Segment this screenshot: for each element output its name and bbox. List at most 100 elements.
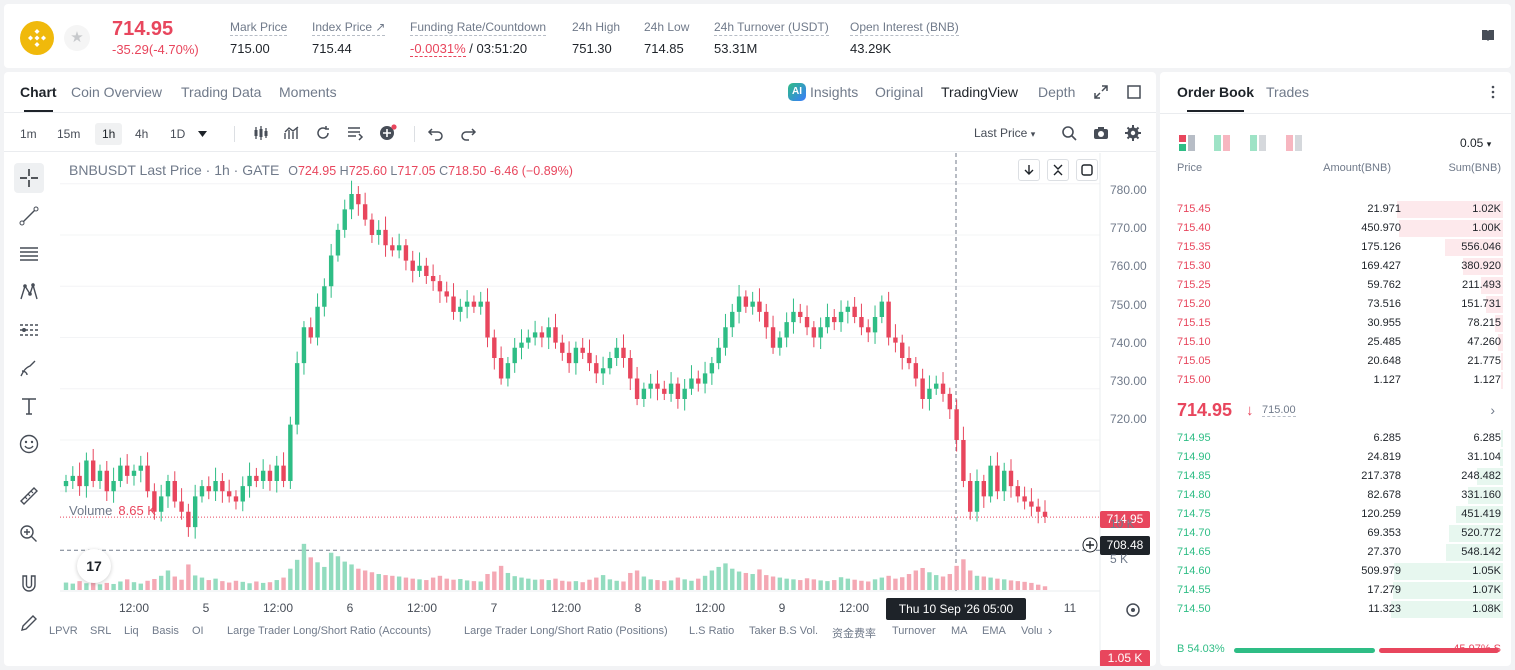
tab-trades[interactable]: Trades [1266,84,1310,100]
redo-icon[interactable] [459,124,477,142]
tab-moments[interactable]: Moments [279,84,337,100]
undo-icon[interactable] [427,124,445,142]
precision-select[interactable]: 0.05 ▾ [1460,136,1491,150]
candlestick-chart[interactable] [60,153,1156,666]
indicator-ls-accounts[interactable]: Large Trader Long/Short Ratio (Accounts) [227,625,432,637]
indicators-icon[interactable] [283,124,301,142]
camera-icon[interactable] [1092,124,1110,142]
stat-open-interest[interactable]: Open Interest (BNB) 43.29K [850,18,959,56]
caret-down-icon[interactable] [198,131,207,137]
bid-row[interactable]: 714.50 11.323 1.08K [1160,600,1511,619]
indicator-taker-vol[interactable]: Taker B.S Vol. [749,625,819,637]
emoji-tool[interactable] [14,429,44,459]
indicator-oi[interactable]: OI [192,625,204,637]
timeframe-4h[interactable]: 4h [135,127,149,141]
expand-icon[interactable] [1094,85,1108,99]
stat-mark-price[interactable]: Mark Price 715.00 [230,18,288,56]
text-tool[interactable] [14,391,44,421]
ask-row[interactable]: 715.25 59.762 211.493 [1160,276,1511,295]
fib-tool[interactable] [14,239,44,269]
price-source-select[interactable]: Last Price ▾ [974,126,1035,140]
chart-area[interactable]: BNBUSDT Last Price · 1h · GATE O724.95 H… [60,153,1156,666]
ask-row[interactable]: 715.05 20.648 21.775 [1160,352,1511,371]
prediction-tool[interactable] [14,315,44,345]
draw-mode-tool[interactable] [14,608,44,638]
add-order-icon[interactable] [1082,537,1098,553]
timeframe-1h[interactable]: 1h [95,123,123,145]
tradingview-logo[interactable]: 17 [77,549,111,583]
view-depth[interactable]: Depth [1038,84,1076,100]
collapse-button[interactable] [1047,159,1069,181]
pattern-tool[interactable] [14,277,44,307]
ask-row[interactable]: 715.30 169.427 380.920 [1160,257,1511,276]
mid-mark-price[interactable]: 715.00 [1262,404,1296,417]
bid-row[interactable]: 714.70 69.353 520.772 [1160,524,1511,543]
more-vertical-icon[interactable] [1486,85,1500,99]
bid-row[interactable]: 714.95 6.285 6.285 [1160,429,1511,448]
timeframe-1m[interactable]: 1m [20,127,37,141]
view-asks-icon[interactable] [1286,135,1302,151]
ruler-tool[interactable] [14,481,44,511]
stat-index-price[interactable]: Index Price ↗ 715.44 [312,18,386,56]
view-tradingview[interactable]: TradingView [941,84,1019,100]
add-alert-icon[interactable] [379,124,397,142]
indicator-ma[interactable]: MA [951,625,968,637]
bid-row[interactable]: 714.65 27.370 548.142 [1160,543,1511,562]
view-original[interactable]: Original [875,84,924,100]
zoom-tool[interactable] [14,519,44,549]
replay-icon[interactable] [314,124,332,142]
indicator-volume[interactable]: Volu [1021,625,1043,637]
timeframe-1d[interactable]: 1D [170,127,186,141]
ask-row[interactable]: 715.15 30.955 78.215 [1160,314,1511,333]
stat-funding-rate[interactable]: Funding Rate/Countdown -0.0031% / 03:51:… [410,18,547,57]
candles-icon[interactable] [252,124,270,142]
magnet-tool[interactable] [14,569,44,599]
guide-book-icon[interactable] [1481,28,1495,42]
crosshair-tool[interactable] [14,163,44,193]
indicator-ls-ratio[interactable]: L.S Ratio [689,625,735,637]
tab-order-book[interactable]: Order Book [1177,84,1255,112]
brush-tool[interactable] [14,353,44,383]
bid-row[interactable]: 714.75 120.259 451.419 [1160,505,1511,524]
volume-bar [288,568,293,590]
ask-row[interactable]: 715.20 73.516 151.731 [1160,295,1511,314]
view-split-icon[interactable] [1214,135,1230,151]
bid-row[interactable]: 714.60 509.979 1.05K [1160,562,1511,581]
chevron-right-icon[interactable]: › [1048,623,1053,638]
tab-coin-overview[interactable]: Coin Overview [71,84,163,100]
indicator-ema[interactable]: EMA [982,625,1006,637]
scroll-down-button[interactable] [1018,159,1040,181]
indicator-ls-positions[interactable]: Large Trader Long/Short Ratio (Positions… [464,625,668,637]
indicator-turnover[interactable]: Turnover [892,625,936,637]
stat-24h-turnover[interactable]: 24h Turnover (USDT) 53.31M [714,18,829,56]
indicator-srl[interactable]: SRL [90,625,112,637]
settings-gear-icon[interactable] [1124,124,1142,142]
ask-row[interactable]: 715.00 1.127 1.127 [1160,371,1511,390]
indicator-lpvr[interactable]: LPVR [49,625,78,637]
favorite-star-icon[interactable]: ★ [64,25,90,51]
templates-icon[interactable] [346,124,364,142]
indicator-basis[interactable]: Basis [152,625,179,637]
view-insights[interactable]: Insights [810,84,859,100]
search-icon[interactable] [1060,124,1078,142]
ask-row[interactable]: 715.45 21.971 1.02K [1160,200,1511,219]
ask-row[interactable]: 715.35 175.126 556.046 [1160,238,1511,257]
ask-row[interactable]: 715.10 25.485 47.260 [1160,333,1511,352]
view-bids-icon[interactable] [1250,135,1266,151]
indicator-liq[interactable]: Liq [124,625,139,637]
bid-row[interactable]: 714.85 217.378 248.482 [1160,467,1511,486]
bid-row[interactable]: 714.90 24.819 31.104 [1160,448,1511,467]
timeframe-15m[interactable]: 15m [57,127,81,141]
tab-chart[interactable]: Chart [20,84,57,112]
bid-row[interactable]: 714.55 17.279 1.07K [1160,581,1511,600]
tab-trading-data[interactable]: Trading Data [181,84,262,100]
view-both-icon[interactable] [1179,135,1195,151]
window-icon[interactable] [1127,85,1141,99]
indicator-funding-rate[interactable]: 资金费率 [832,628,876,640]
trendline-tool[interactable] [14,201,44,231]
bid-row[interactable]: 714.80 82.678 331.160 [1160,486,1511,505]
axis-settings-icon[interactable] [1124,601,1142,619]
ask-row[interactable]: 715.40 450.970 1.00K [1160,219,1511,238]
maximize-pane-button[interactable] [1076,159,1098,181]
chevron-right-icon[interactable]: › [1490,402,1495,418]
